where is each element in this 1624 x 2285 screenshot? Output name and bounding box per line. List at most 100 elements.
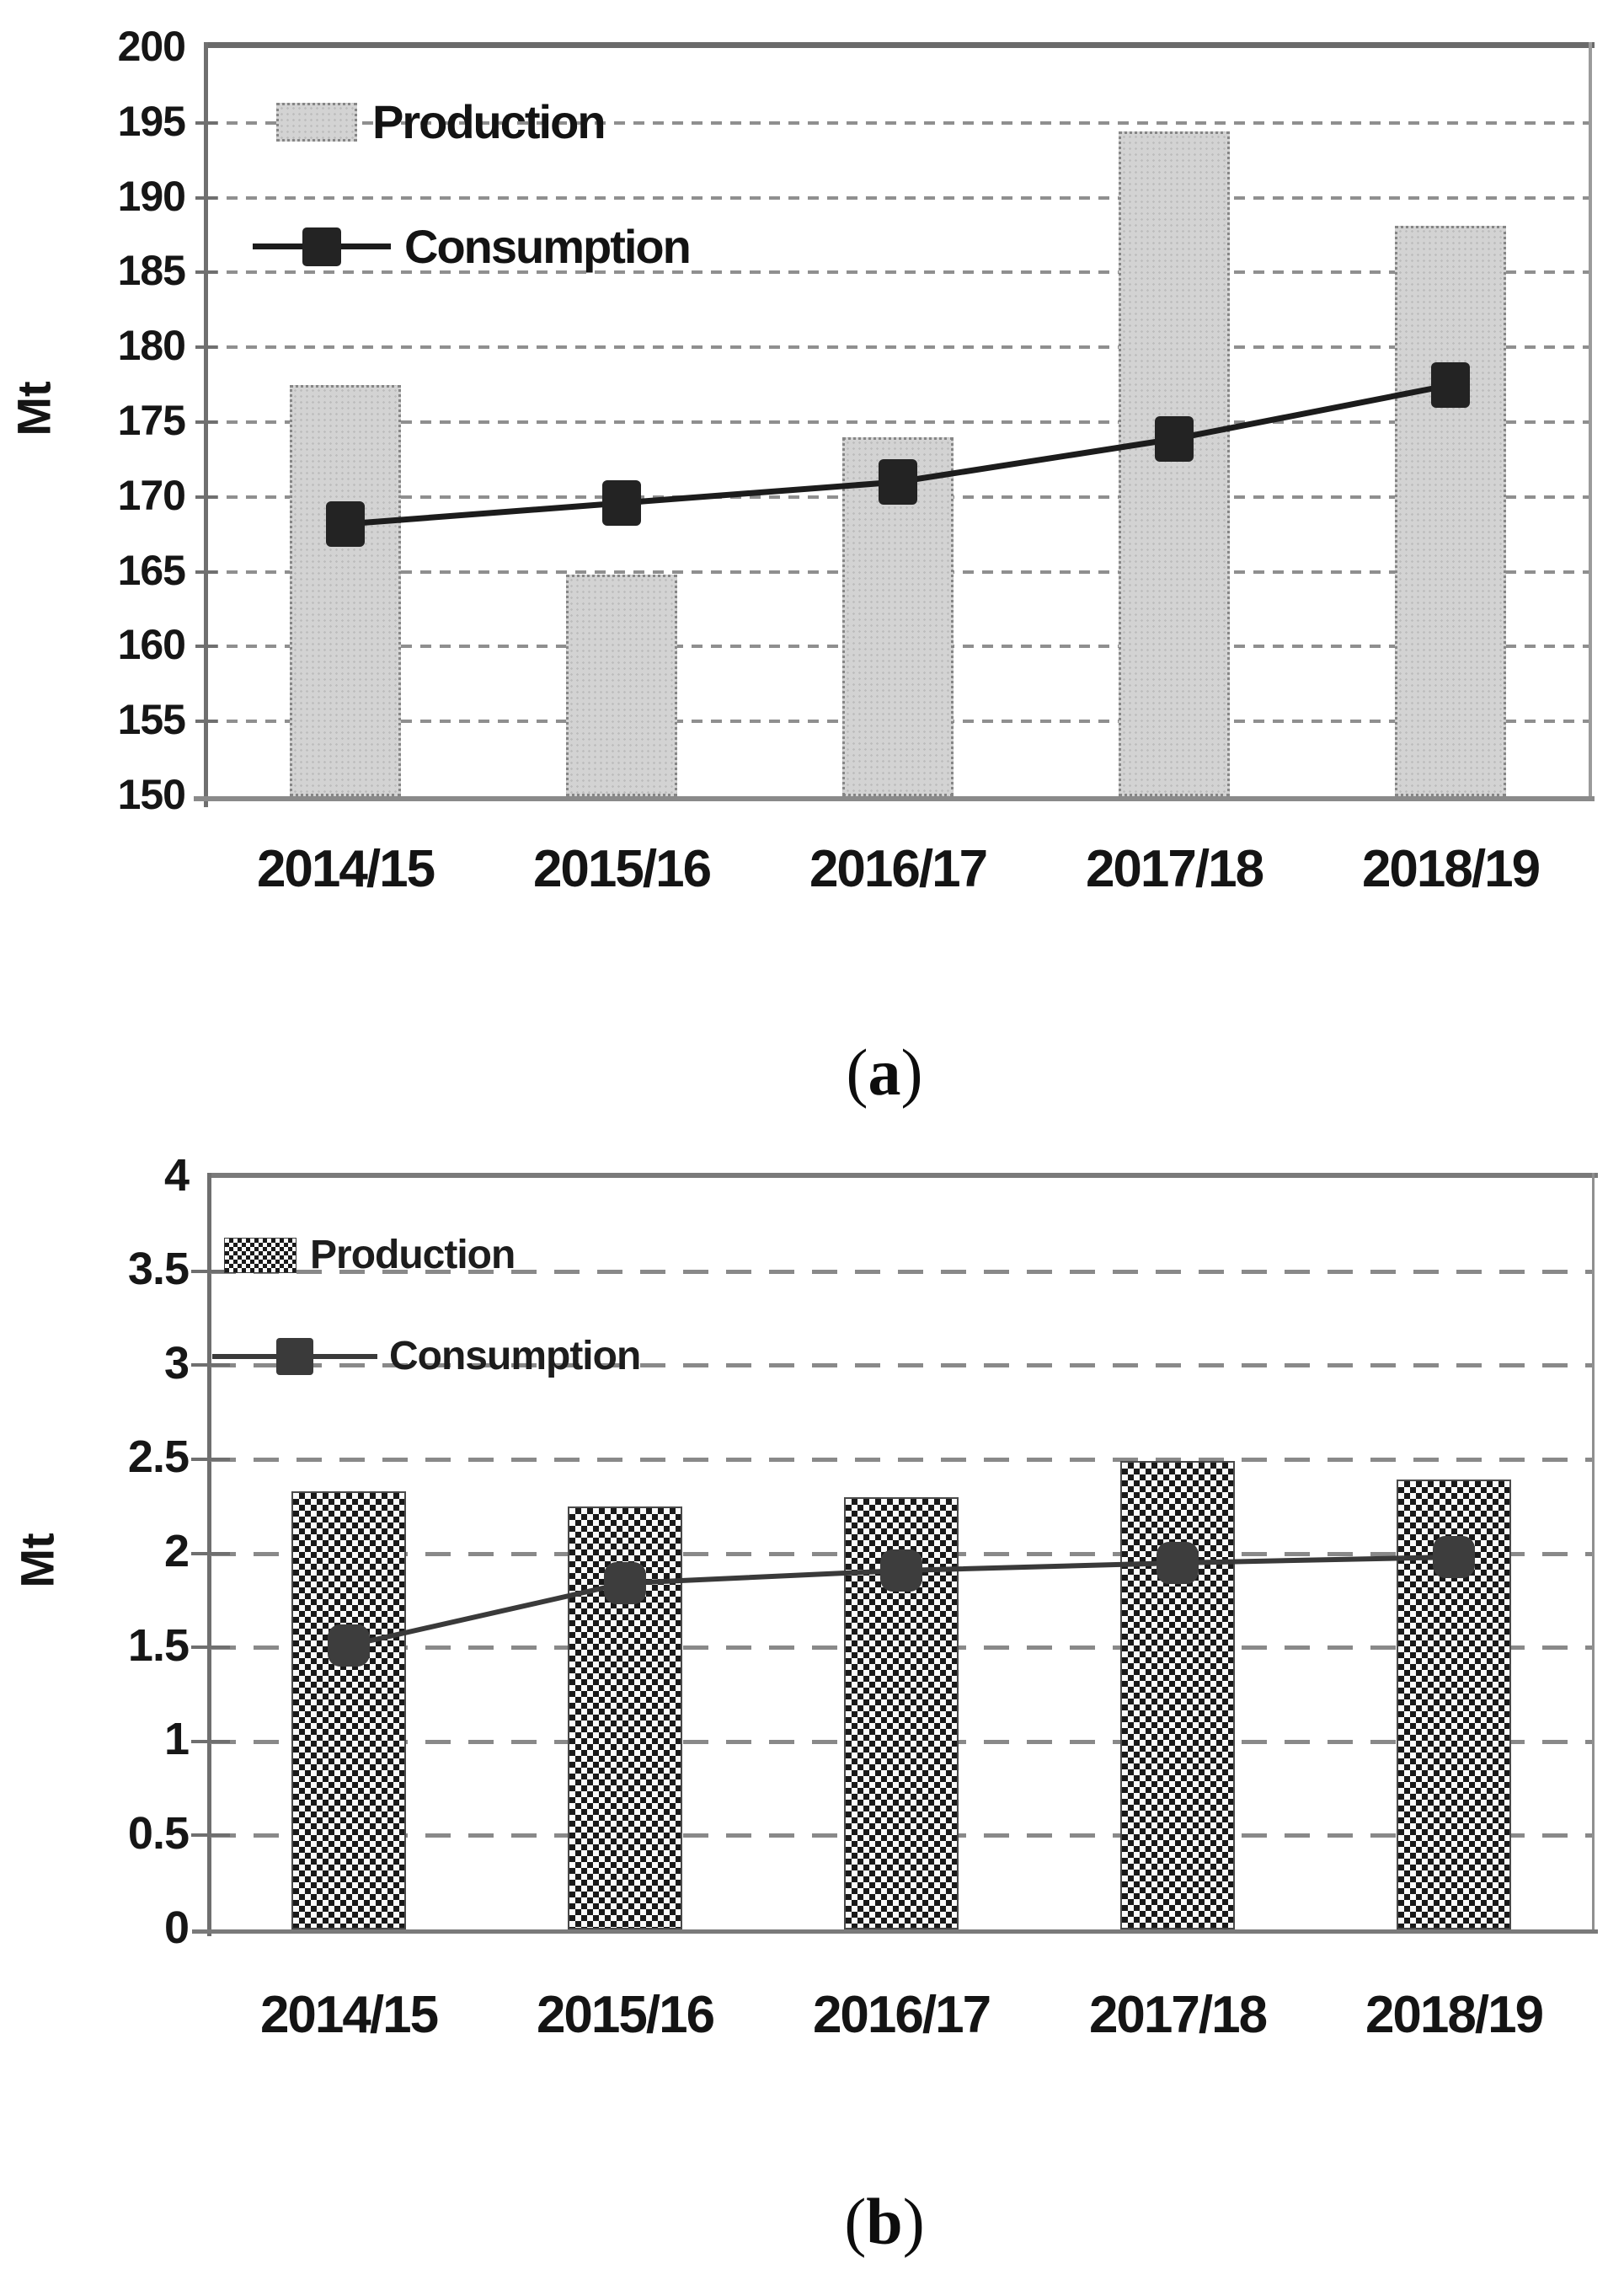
caption-b-paren-close: ) bbox=[902, 2185, 925, 2258]
y-tick bbox=[191, 1833, 230, 1837]
y-tick bbox=[191, 1646, 230, 1649]
y-tick bbox=[191, 1270, 230, 1273]
consumption-marker bbox=[602, 480, 641, 526]
gridline bbox=[207, 345, 1589, 349]
plot-top-border bbox=[207, 1173, 1598, 1178]
y-tick bbox=[195, 720, 217, 723]
y-tick-label: 0 bbox=[163, 1902, 190, 1953]
gridline bbox=[207, 196, 1589, 200]
production-bar bbox=[1119, 131, 1230, 796]
x-tick-label: 2017/18 bbox=[1085, 840, 1264, 898]
caption-a: (a) bbox=[72, 1035, 1624, 1110]
y-tick-label: 3 bbox=[163, 1338, 190, 1389]
legend-item-production: Production bbox=[224, 1232, 516, 1278]
y-tick bbox=[195, 420, 217, 424]
legend-label-consumption: Consumption bbox=[389, 1334, 641, 1378]
y-tick-label: 3.5 bbox=[127, 1244, 190, 1294]
x-tick-label: 2017/18 bbox=[1088, 1986, 1268, 2044]
caption-b-paren-open: ( bbox=[844, 2185, 867, 2258]
y-tick-label: 2.5 bbox=[127, 1431, 190, 1482]
x-axis-line bbox=[192, 1929, 1598, 1934]
plot-right-border bbox=[1592, 1173, 1595, 1934]
gridline bbox=[211, 1363, 1592, 1367]
legend-label-consumption: Consumption bbox=[404, 220, 692, 273]
y-tick bbox=[191, 1740, 230, 1743]
caption-a-paren-open: ( bbox=[846, 1035, 868, 1109]
y-tick-label: 185 bbox=[117, 247, 186, 294]
gridline bbox=[211, 1458, 1592, 1462]
y-tick bbox=[195, 270, 217, 274]
y-tick-label: 2 bbox=[163, 1526, 190, 1576]
production-swatch-icon bbox=[224, 1237, 296, 1273]
consumption-marker bbox=[1431, 362, 1470, 408]
y-tick-label: 4 bbox=[163, 1150, 190, 1201]
production-bar bbox=[1395, 226, 1506, 796]
gridline bbox=[211, 1270, 1592, 1274]
consumption-marker bbox=[326, 501, 365, 547]
x-tick-label: 2014/15 bbox=[256, 840, 435, 898]
consumption-marker bbox=[1157, 1542, 1199, 1584]
production-bar bbox=[566, 575, 677, 796]
y-tick-label: 0.5 bbox=[127, 1808, 190, 1859]
y-tick bbox=[195, 196, 217, 200]
x-tick-label: 2018/19 bbox=[1361, 840, 1541, 898]
caption-b: (b) bbox=[72, 2184, 1624, 2260]
production-bar bbox=[1120, 1461, 1235, 1929]
plot-right-border bbox=[1589, 42, 1592, 801]
gridline bbox=[207, 420, 1589, 424]
caption-a-paren-close: ) bbox=[900, 1035, 923, 1109]
legend-label-production: Production bbox=[310, 1233, 516, 1277]
y-tick-label: 200 bbox=[117, 23, 186, 70]
y-tick bbox=[191, 1363, 230, 1367]
y-tick-label: 160 bbox=[117, 621, 186, 668]
x-axis-line bbox=[194, 796, 1595, 801]
plot-top-border bbox=[204, 42, 1595, 48]
y-tick-label: 1 bbox=[163, 1714, 190, 1764]
caption-a-letter: a bbox=[868, 1035, 901, 1109]
consumption-marker bbox=[604, 1562, 646, 1604]
production-bar bbox=[291, 1491, 406, 1929]
consumption-marker bbox=[879, 459, 917, 505]
y-tick-label: 165 bbox=[117, 547, 186, 594]
production-bar bbox=[842, 437, 954, 796]
legend-item-consumption: Consumption bbox=[253, 219, 692, 274]
y-tick bbox=[195, 645, 217, 648]
consumption-marker bbox=[880, 1549, 922, 1592]
consumption-line bbox=[345, 382, 1451, 527]
y-tick bbox=[195, 570, 217, 574]
legend-item-consumption: Consumption bbox=[212, 1333, 641, 1379]
y-tick bbox=[195, 345, 217, 349]
x-tick-label: 2016/17 bbox=[809, 840, 988, 898]
y-tick-label: 1.5 bbox=[127, 1620, 190, 1671]
production-bar bbox=[290, 385, 401, 796]
consumption-marker bbox=[1155, 416, 1194, 462]
consumption-line-marker-icon bbox=[212, 1337, 377, 1375]
y-tick-label: 170 bbox=[117, 472, 186, 519]
y-tick-label: 155 bbox=[117, 696, 186, 743]
x-tick-label: 2018/19 bbox=[1365, 1986, 1544, 2044]
y-tick-label: 180 bbox=[117, 322, 186, 369]
legend-label-production: Production bbox=[372, 95, 606, 148]
production-swatch-icon bbox=[276, 102, 357, 142]
caption-b-letter: b bbox=[866, 2185, 903, 2258]
gridline bbox=[207, 270, 1589, 274]
y-tick bbox=[191, 1552, 230, 1555]
y-tick-label: 190 bbox=[117, 173, 186, 220]
x-tick-label: 2016/17 bbox=[812, 1986, 991, 2044]
legend-item-production: Production bbox=[276, 94, 606, 149]
y-tick-label: 195 bbox=[117, 98, 186, 145]
x-tick-label: 2015/16 bbox=[532, 840, 712, 898]
y-axis-line bbox=[204, 42, 208, 807]
y-tick bbox=[195, 121, 217, 125]
consumption-marker bbox=[328, 1624, 370, 1667]
y-tick-label: 175 bbox=[117, 397, 186, 444]
y-tick-label: 150 bbox=[117, 771, 186, 818]
consumption-line-marker-icon bbox=[253, 227, 391, 266]
x-tick-label: 2015/16 bbox=[536, 1986, 715, 2044]
consumption-marker bbox=[1433, 1536, 1475, 1578]
y-tick bbox=[191, 1458, 230, 1461]
y-tick bbox=[195, 495, 217, 499]
gridline bbox=[207, 121, 1589, 125]
x-tick-label: 2014/15 bbox=[259, 1986, 439, 2044]
